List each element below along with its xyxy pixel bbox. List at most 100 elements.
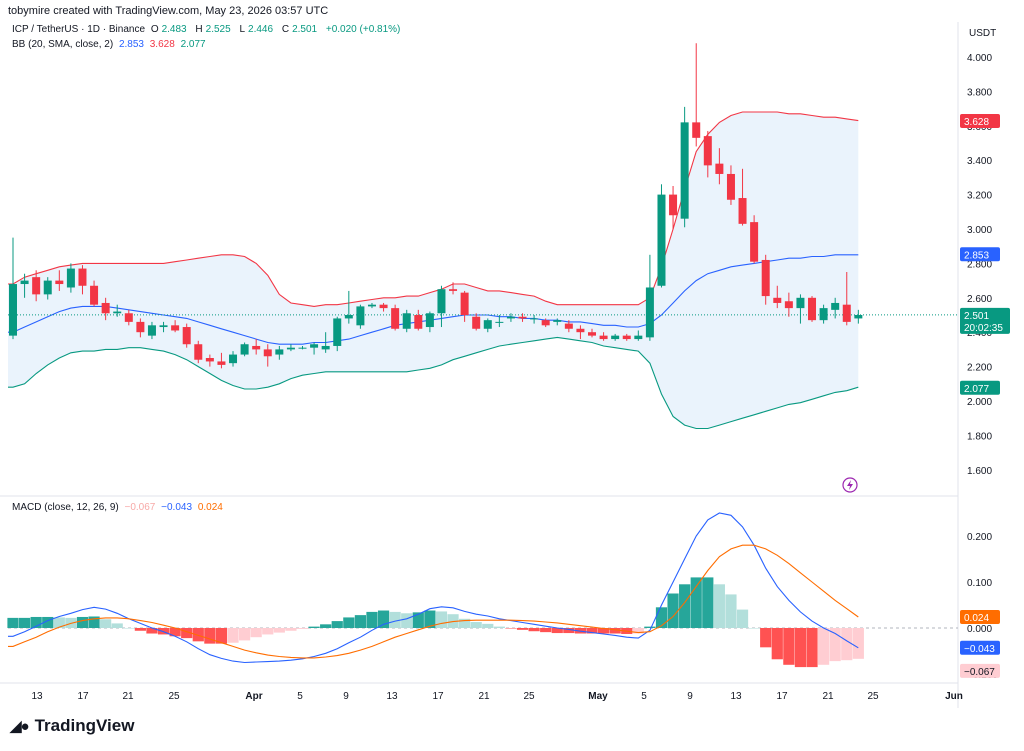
tradingview-logo[interactable]: ◢● TradingView bbox=[10, 716, 135, 735]
signal-line bbox=[8, 544, 859, 659]
candle bbox=[460, 290, 469, 322]
candle bbox=[645, 254, 654, 341]
lightning-icon-bolt bbox=[847, 480, 853, 490]
macd-histogram-bar bbox=[146, 628, 158, 634]
candle-body bbox=[495, 321, 504, 323]
candle bbox=[692, 43, 701, 147]
bb-legend[interactable]: BB (20, SMA, close, 2) 2.853 3.628 2.077 bbox=[12, 39, 209, 50]
candle bbox=[263, 344, 272, 367]
candle-body bbox=[310, 344, 319, 348]
candle-body bbox=[564, 323, 573, 329]
time-tick-label: 25 bbox=[168, 691, 180, 702]
candle-body bbox=[437, 289, 446, 314]
candle bbox=[588, 328, 596, 338]
bb-lower-badge-text: 2.077 bbox=[964, 384, 989, 395]
candle-body bbox=[726, 173, 735, 200]
tradingview-mark-icon: ◢● bbox=[10, 718, 30, 735]
price-change: +0.020 (+0.81%) bbox=[325, 24, 401, 35]
countdown-text: 20:02:35 bbox=[964, 323, 1003, 334]
candle bbox=[379, 302, 388, 312]
candle-body bbox=[819, 308, 828, 321]
candle bbox=[194, 340, 203, 364]
candle-body bbox=[483, 320, 492, 329]
macd-line-value: −0.043 bbox=[161, 502, 193, 513]
macd-histogram-bar bbox=[366, 611, 378, 628]
candle-body bbox=[182, 327, 191, 345]
macd-histogram-bar bbox=[88, 616, 100, 628]
candle bbox=[217, 352, 226, 369]
macd-pane bbox=[7, 512, 958, 668]
macd-histogram-bar bbox=[424, 610, 436, 628]
candle bbox=[819, 304, 828, 324]
macd-histogram-bar bbox=[7, 617, 19, 628]
macd-histogram-bar bbox=[111, 623, 123, 628]
macd-histogram-bar bbox=[852, 628, 864, 659]
macd-histogram-bar bbox=[285, 628, 297, 631]
macd-histogram-bar bbox=[563, 628, 575, 634]
last-price-text: 2.501 bbox=[964, 311, 989, 322]
time-tick-label: 25 bbox=[867, 691, 879, 702]
macd-histogram-bar bbox=[18, 617, 31, 628]
macd-line bbox=[8, 512, 859, 664]
candle-body bbox=[715, 163, 724, 174]
macd-histogram-bar bbox=[505, 628, 517, 629]
time-tick-label: 17 bbox=[77, 691, 89, 702]
macd-histogram-bar bbox=[818, 628, 830, 665]
currency-unit[interactable]: USDT bbox=[969, 28, 997, 39]
macd-histogram-bar bbox=[609, 628, 621, 634]
candle-body bbox=[344, 315, 353, 319]
candle-body bbox=[229, 354, 238, 364]
candle-body bbox=[692, 122, 701, 138]
price-legend: ICP / TetherUS · 1D · Binance O 2.483 H 2.… bbox=[12, 24, 401, 35]
macd-histogram-bar bbox=[401, 613, 413, 628]
candle-body bbox=[159, 325, 168, 328]
macd-histogram-bar bbox=[806, 628, 818, 668]
bb-basis-badge-bg bbox=[960, 247, 1000, 262]
candle-body bbox=[738, 198, 747, 224]
macd-histogram-bar bbox=[296, 628, 309, 629]
candle bbox=[252, 339, 261, 355]
price-tick-label: 2.000 bbox=[967, 397, 992, 408]
macd-tick-label: 0.000 bbox=[967, 624, 992, 635]
candle-body bbox=[808, 297, 817, 321]
candle bbox=[147, 321, 156, 340]
candle bbox=[726, 165, 735, 205]
symbol-label[interactable]: ICP / TetherUS · 1D · Binance bbox=[12, 24, 146, 35]
macd-legend[interactable]: MACD (close, 12, 26, 9) −0.067 −0.043 0.… bbox=[12, 502, 226, 513]
candle-body bbox=[576, 328, 585, 333]
macd-histogram-bar bbox=[250, 628, 262, 638]
lightning-icon bbox=[842, 477, 858, 493]
candle-body bbox=[90, 285, 99, 305]
candle bbox=[321, 332, 330, 353]
macd-histogram-bar bbox=[470, 622, 482, 628]
macd-histogram-bar bbox=[123, 628, 135, 629]
signal-badge: 0.024 bbox=[960, 609, 1000, 624]
hist-badge-text: −0.067 bbox=[964, 667, 995, 678]
candle bbox=[344, 290, 353, 324]
candle-body bbox=[854, 315, 863, 319]
candle-body bbox=[530, 318, 539, 320]
bb-lower-badge-bg bbox=[960, 380, 1000, 395]
time-tick-label: 13 bbox=[386, 691, 398, 702]
macd-histogram-bar bbox=[192, 628, 204, 642]
candle bbox=[90, 280, 99, 307]
macd-histogram-bar bbox=[771, 628, 783, 660]
macd-histogram-bar bbox=[320, 624, 332, 628]
candle bbox=[703, 130, 712, 178]
candle-body bbox=[761, 259, 770, 297]
candle-body bbox=[171, 325, 180, 331]
candle bbox=[182, 323, 191, 348]
macd-histogram-bar bbox=[493, 626, 505, 628]
macd-histogram-bar bbox=[204, 628, 216, 644]
bb-lower-value: 2.077 bbox=[180, 39, 206, 50]
bb-upper-line bbox=[8, 111, 859, 307]
candle-body bbox=[414, 315, 423, 329]
candle-body bbox=[588, 332, 596, 336]
candle bbox=[159, 321, 168, 333]
lightning-icon-ring bbox=[842, 477, 858, 493]
hist-badge-bg bbox=[960, 663, 1000, 678]
candle-body bbox=[680, 122, 689, 219]
candle-body bbox=[356, 306, 365, 326]
